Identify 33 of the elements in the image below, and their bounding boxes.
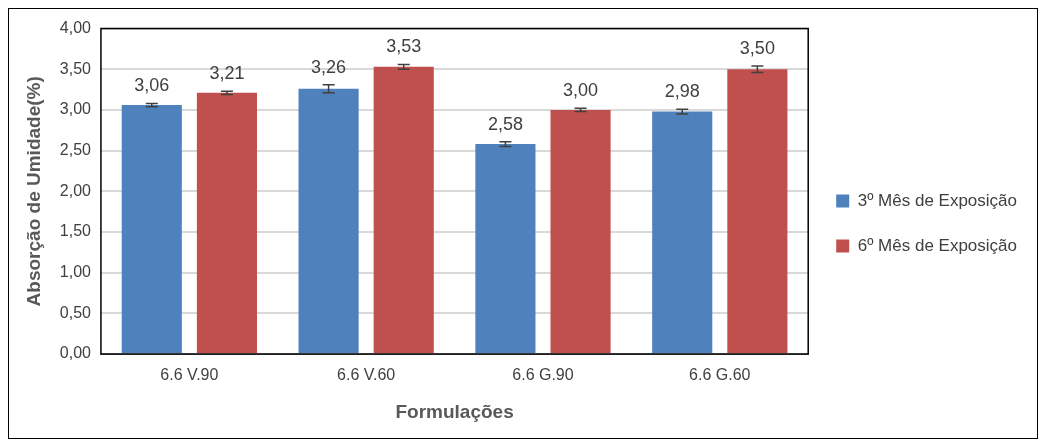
data-label: 2,58 [487, 113, 523, 134]
y-tick-label: 0,50 [59, 303, 92, 321]
bar [196, 92, 257, 353]
x-axis-title: Formulações [395, 400, 514, 422]
data-label: 3,00 [563, 80, 599, 101]
legend-label: 3º Mês de Exposição [857, 190, 1017, 210]
bar [298, 88, 359, 353]
bar [475, 144, 536, 353]
bar [121, 105, 182, 353]
y-tick-label: 2,00 [59, 181, 92, 199]
bar [373, 66, 434, 353]
bar [550, 109, 611, 353]
data-label: 3,26 [311, 56, 347, 77]
data-label: 3,21 [209, 63, 245, 84]
y-tick-label: 0,00 [59, 344, 92, 362]
y-tick-label: 1,50 [59, 222, 92, 240]
x-tick-label: 6.6 V.60 [337, 366, 396, 384]
x-tick-label: 6.6 V.90 [160, 366, 219, 384]
x-tick-label: 6.6 G.90 [512, 366, 574, 384]
bar [652, 111, 713, 353]
data-label: 3,06 [134, 75, 170, 96]
y-axis-title: Absorção de Umidade(%) [22, 76, 44, 307]
y-tick-label: 2,50 [59, 141, 92, 159]
y-tick-label: 3,00 [59, 100, 92, 118]
y-tick-label: 1,00 [59, 263, 92, 281]
bar [727, 69, 788, 353]
legend-label: 6º Mês de Exposição [857, 235, 1017, 255]
data-label: 3,53 [386, 36, 422, 57]
data-label: 2,98 [664, 81, 700, 102]
x-tick-label: 6.6 G.60 [689, 366, 751, 384]
data-label: 3,50 [739, 37, 775, 58]
y-tick-label: 4,00 [59, 19, 92, 37]
y-tick-label: 3,50 [59, 59, 92, 77]
